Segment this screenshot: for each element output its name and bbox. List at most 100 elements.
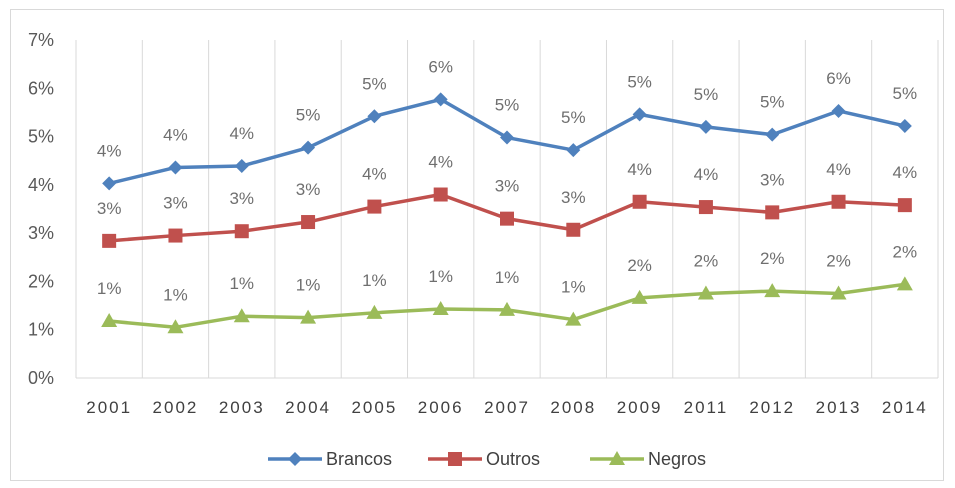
data-point-brancos xyxy=(301,140,316,155)
data-point-brancos xyxy=(897,118,912,133)
data-label-negros: 2% xyxy=(760,249,785,268)
data-label-negros: 1% xyxy=(97,279,122,298)
data-point-brancos xyxy=(168,160,183,175)
data-label-negros: 2% xyxy=(627,256,652,275)
data-point-negros xyxy=(764,283,781,298)
data-label-negros: 2% xyxy=(826,252,851,271)
data-point-brancos xyxy=(632,107,647,122)
data-label-negros: 1% xyxy=(362,271,387,290)
data-point-negros xyxy=(830,285,847,300)
data-point-negros xyxy=(896,276,913,291)
data-point-negros xyxy=(233,308,250,323)
y-tick-label: 3% xyxy=(28,223,54,243)
x-tick-label: 2009 xyxy=(617,398,663,417)
x-tick-label: 2006 xyxy=(418,398,464,417)
data-point-negros xyxy=(432,300,449,315)
data-point-negros xyxy=(366,304,383,319)
data-label-outros: 4% xyxy=(694,165,719,184)
x-tick-label: 2011 xyxy=(684,398,729,417)
data-point-negros xyxy=(300,309,317,324)
data-point-outros xyxy=(301,215,316,230)
data-label-outros: 4% xyxy=(362,165,387,184)
data-label-negros: 2% xyxy=(694,252,719,271)
data-point-negros xyxy=(631,289,648,304)
data-label-negros: 1% xyxy=(561,278,586,297)
data-label-brancos: 6% xyxy=(428,57,453,76)
data-point-brancos xyxy=(433,92,448,107)
data-label-outros: 3% xyxy=(163,194,188,213)
data-point-negros xyxy=(565,311,582,326)
legend-label-negros: Negros xyxy=(648,449,706,469)
data-point-brancos xyxy=(234,159,249,174)
data-label-brancos: 5% xyxy=(760,93,785,112)
data-label-negros: 2% xyxy=(893,242,918,261)
y-axis: 0% 1% 2% 3% 4% 5% 6% 7% xyxy=(28,30,54,388)
legend-marker-brancos xyxy=(288,452,302,466)
data-label-outros: 3% xyxy=(495,177,520,196)
data-label-outros: 3% xyxy=(229,189,254,208)
data-point-outros xyxy=(765,205,780,220)
data-label-brancos: 5% xyxy=(893,84,918,103)
data-label-outros: 4% xyxy=(627,160,652,179)
data-label-outros: 3% xyxy=(296,180,321,199)
data-point-brancos xyxy=(102,176,117,191)
data-label-brancos: 5% xyxy=(694,85,719,104)
y-tick-label: 7% xyxy=(28,30,54,50)
data-label-brancos: 4% xyxy=(97,141,122,160)
legend: Brancos Outros Negros xyxy=(268,449,706,469)
data-label-outros: 4% xyxy=(428,153,453,172)
x-tick-label: 2013 xyxy=(816,398,862,417)
y-tick-label: 2% xyxy=(28,271,54,291)
x-axis: 2001 2002 2003 2004 2005 2006 2007 2008 2009 2011… xyxy=(76,377,938,417)
x-tick-label: 2004 xyxy=(285,398,331,417)
data-label-negros: 1% xyxy=(163,285,188,304)
legend-label-brancos: Brancos xyxy=(326,449,392,469)
y-tick-label: 5% xyxy=(28,127,54,147)
data-point-negros xyxy=(101,313,118,328)
data-point-outros xyxy=(234,224,249,239)
data-point-brancos xyxy=(765,127,780,142)
legend-label-outros: Outros xyxy=(486,449,540,469)
data-point-outros xyxy=(168,228,183,243)
x-tick-label: 2008 xyxy=(550,398,596,417)
legend-marker-outros xyxy=(448,452,462,466)
data-labels: 4% 4% 4% 5% 5% 6% 5% 5% 5% 5% 5% 6% 5% 3% 3% 3% 3% 4% 4% 3%… xyxy=(97,57,917,304)
y-tick-label: 0% xyxy=(28,368,54,388)
data-point-outros xyxy=(698,200,713,215)
data-label-outros: 3% xyxy=(97,199,122,218)
data-label-outros: 3% xyxy=(760,170,785,189)
data-label-brancos: 6% xyxy=(826,69,851,88)
data-point-outros xyxy=(566,222,581,237)
data-label-negros: 1% xyxy=(428,267,453,286)
data-label-brancos: 5% xyxy=(561,108,586,127)
y-tick-label: 6% xyxy=(28,78,54,98)
data-point-outros xyxy=(500,211,514,226)
x-tick-label: 2001 xyxy=(86,398,132,417)
data-label-brancos: 5% xyxy=(296,106,321,125)
data-point-outros xyxy=(367,199,382,214)
data-label-brancos: 5% xyxy=(362,74,387,93)
data-point-brancos xyxy=(831,103,846,118)
data-point-outros xyxy=(632,194,647,209)
x-tick-label: 2012 xyxy=(749,398,795,417)
data-point-brancos xyxy=(698,119,713,134)
data-point-outros xyxy=(897,198,912,213)
data-label-outros: 4% xyxy=(893,163,918,182)
data-label-negros: 1% xyxy=(296,276,321,295)
legend-marker-negros xyxy=(609,451,625,465)
y-tick-label: 4% xyxy=(28,175,54,195)
data-point-outros xyxy=(102,233,117,248)
data-label-negros: 1% xyxy=(495,268,520,287)
y-tick-label: 1% xyxy=(28,320,54,340)
data-label-negros: 1% xyxy=(229,274,254,293)
data-point-outros xyxy=(433,187,448,202)
data-point-negros xyxy=(499,301,515,316)
data-point-brancos xyxy=(500,130,514,145)
x-tick-label: 2003 xyxy=(219,398,265,417)
data-label-outros: 4% xyxy=(826,160,851,179)
data-label-brancos: 4% xyxy=(229,124,254,143)
data-label-brancos: 5% xyxy=(495,96,520,115)
x-tick-label: 2007 xyxy=(484,398,530,417)
series-group xyxy=(101,92,913,334)
